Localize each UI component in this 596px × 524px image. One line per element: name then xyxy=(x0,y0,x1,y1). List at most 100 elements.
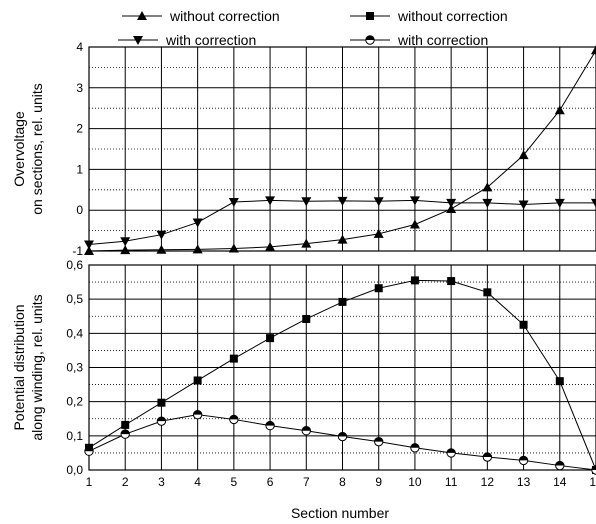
x-tick-label: 15 xyxy=(589,475,596,489)
y-tick-label: 0,4 xyxy=(66,326,83,340)
data-point xyxy=(482,452,493,462)
legend-background xyxy=(346,32,556,50)
legend-background xyxy=(346,8,556,26)
data-point xyxy=(193,376,202,385)
data-point xyxy=(374,284,383,293)
data-point xyxy=(554,105,565,115)
legend: without correction without correction with… xyxy=(114,8,556,50)
y-tick-label: 2 xyxy=(76,122,83,136)
legend-label: with correction xyxy=(397,32,488,48)
data-point xyxy=(446,448,456,458)
legend-label: without correction xyxy=(169,8,280,24)
data-point xyxy=(301,426,311,436)
data-point xyxy=(120,429,130,439)
legend-marker xyxy=(365,35,375,45)
data-point xyxy=(555,377,564,386)
data-point xyxy=(518,150,529,160)
x-tick-label: 8 xyxy=(339,475,346,489)
potential-panel: 0,00,10,20,30,40,50,61 2 3 4 5 6 7 8 9 10 11 12 13 14… xyxy=(11,258,596,489)
data-point xyxy=(229,354,238,363)
data-point xyxy=(121,420,130,429)
data-point xyxy=(337,196,348,206)
x-tick-label: 11 xyxy=(445,475,458,489)
y-tick-label: 0,6 xyxy=(66,258,83,272)
data-point xyxy=(120,245,131,255)
x-tick-label: 13 xyxy=(517,475,531,489)
legend-label: without correction xyxy=(397,8,508,24)
legend-marker xyxy=(366,12,374,20)
x-tick-label: 5 xyxy=(231,475,238,489)
data-point xyxy=(518,455,529,466)
data-point xyxy=(447,277,456,286)
x-tick-label: 14 xyxy=(553,475,567,489)
data-point xyxy=(337,431,348,442)
data-point xyxy=(229,414,239,425)
data-point xyxy=(156,244,167,254)
overvoltage-panel: -1 0 1 2 3 4 Overvoltage on sections, rel. unit… xyxy=(11,40,596,258)
data-point xyxy=(302,314,311,323)
y-tick-label: 0,2 xyxy=(66,395,83,409)
legend-background xyxy=(118,8,328,26)
data-point xyxy=(591,45,596,55)
data-point xyxy=(591,465,596,475)
data-point xyxy=(265,241,276,251)
x-tick-label: 1 xyxy=(86,475,93,489)
plot-frame xyxy=(88,264,596,471)
y-tick-label: 0,5 xyxy=(66,292,83,306)
data-point xyxy=(157,398,166,407)
data-point xyxy=(554,198,565,208)
x-tick-label: 12 xyxy=(481,475,495,489)
y-tick-label: 4 xyxy=(76,40,83,54)
legend-background xyxy=(114,32,324,50)
data-point xyxy=(591,198,596,208)
data-point xyxy=(482,198,493,208)
data-point xyxy=(409,219,420,229)
x-tick-label: 2 xyxy=(122,475,129,489)
legend-item: without correction xyxy=(118,8,328,26)
data-point xyxy=(374,436,384,447)
data-point xyxy=(446,203,457,213)
data-point xyxy=(84,240,94,250)
data-point xyxy=(84,446,94,456)
data-point xyxy=(482,182,493,192)
data-point xyxy=(156,416,167,426)
legend-marker xyxy=(133,36,143,45)
data-point xyxy=(156,230,167,240)
y-tick-label: 0,3 xyxy=(66,361,83,375)
data-point xyxy=(265,196,276,206)
x-tick-label: 10 xyxy=(408,475,422,489)
data-point xyxy=(192,409,203,420)
data-point xyxy=(555,460,565,471)
data-point xyxy=(483,288,492,297)
data-point xyxy=(120,237,131,247)
data-point xyxy=(84,246,94,255)
y-tick-label: 0,0 xyxy=(66,463,83,477)
x-tick-label: 4 xyxy=(194,475,201,489)
legend-item: with correction xyxy=(114,32,324,50)
legend-label: with correction xyxy=(165,32,256,48)
y-tick-label: 0 xyxy=(76,203,83,217)
x-tick-label: 9 xyxy=(375,475,382,489)
x-tick-label: 7 xyxy=(303,475,310,489)
data-point xyxy=(301,238,312,248)
data-point xyxy=(410,276,419,285)
data-point xyxy=(192,218,203,228)
legend-item: with correction xyxy=(346,32,556,50)
data-point xyxy=(266,334,275,343)
data-point xyxy=(337,234,348,244)
y-tick-label: 3 xyxy=(76,81,83,95)
data-point xyxy=(265,420,275,431)
x-tick-label: 3 xyxy=(158,475,165,489)
plot-frame xyxy=(88,46,596,252)
legend-marker xyxy=(137,11,147,20)
data-point xyxy=(228,198,239,208)
data-point xyxy=(409,196,420,206)
y-tick-label: 1 xyxy=(76,162,83,176)
y-axis-label: Potential distribution along winding, rel… xyxy=(11,294,45,440)
data-point xyxy=(518,200,529,210)
y-tick-label: 0,1 xyxy=(66,429,83,443)
data-point xyxy=(373,197,384,207)
data-point xyxy=(446,198,457,208)
y-axis-label: Overvoltage on sections, rel. units xyxy=(11,83,45,215)
